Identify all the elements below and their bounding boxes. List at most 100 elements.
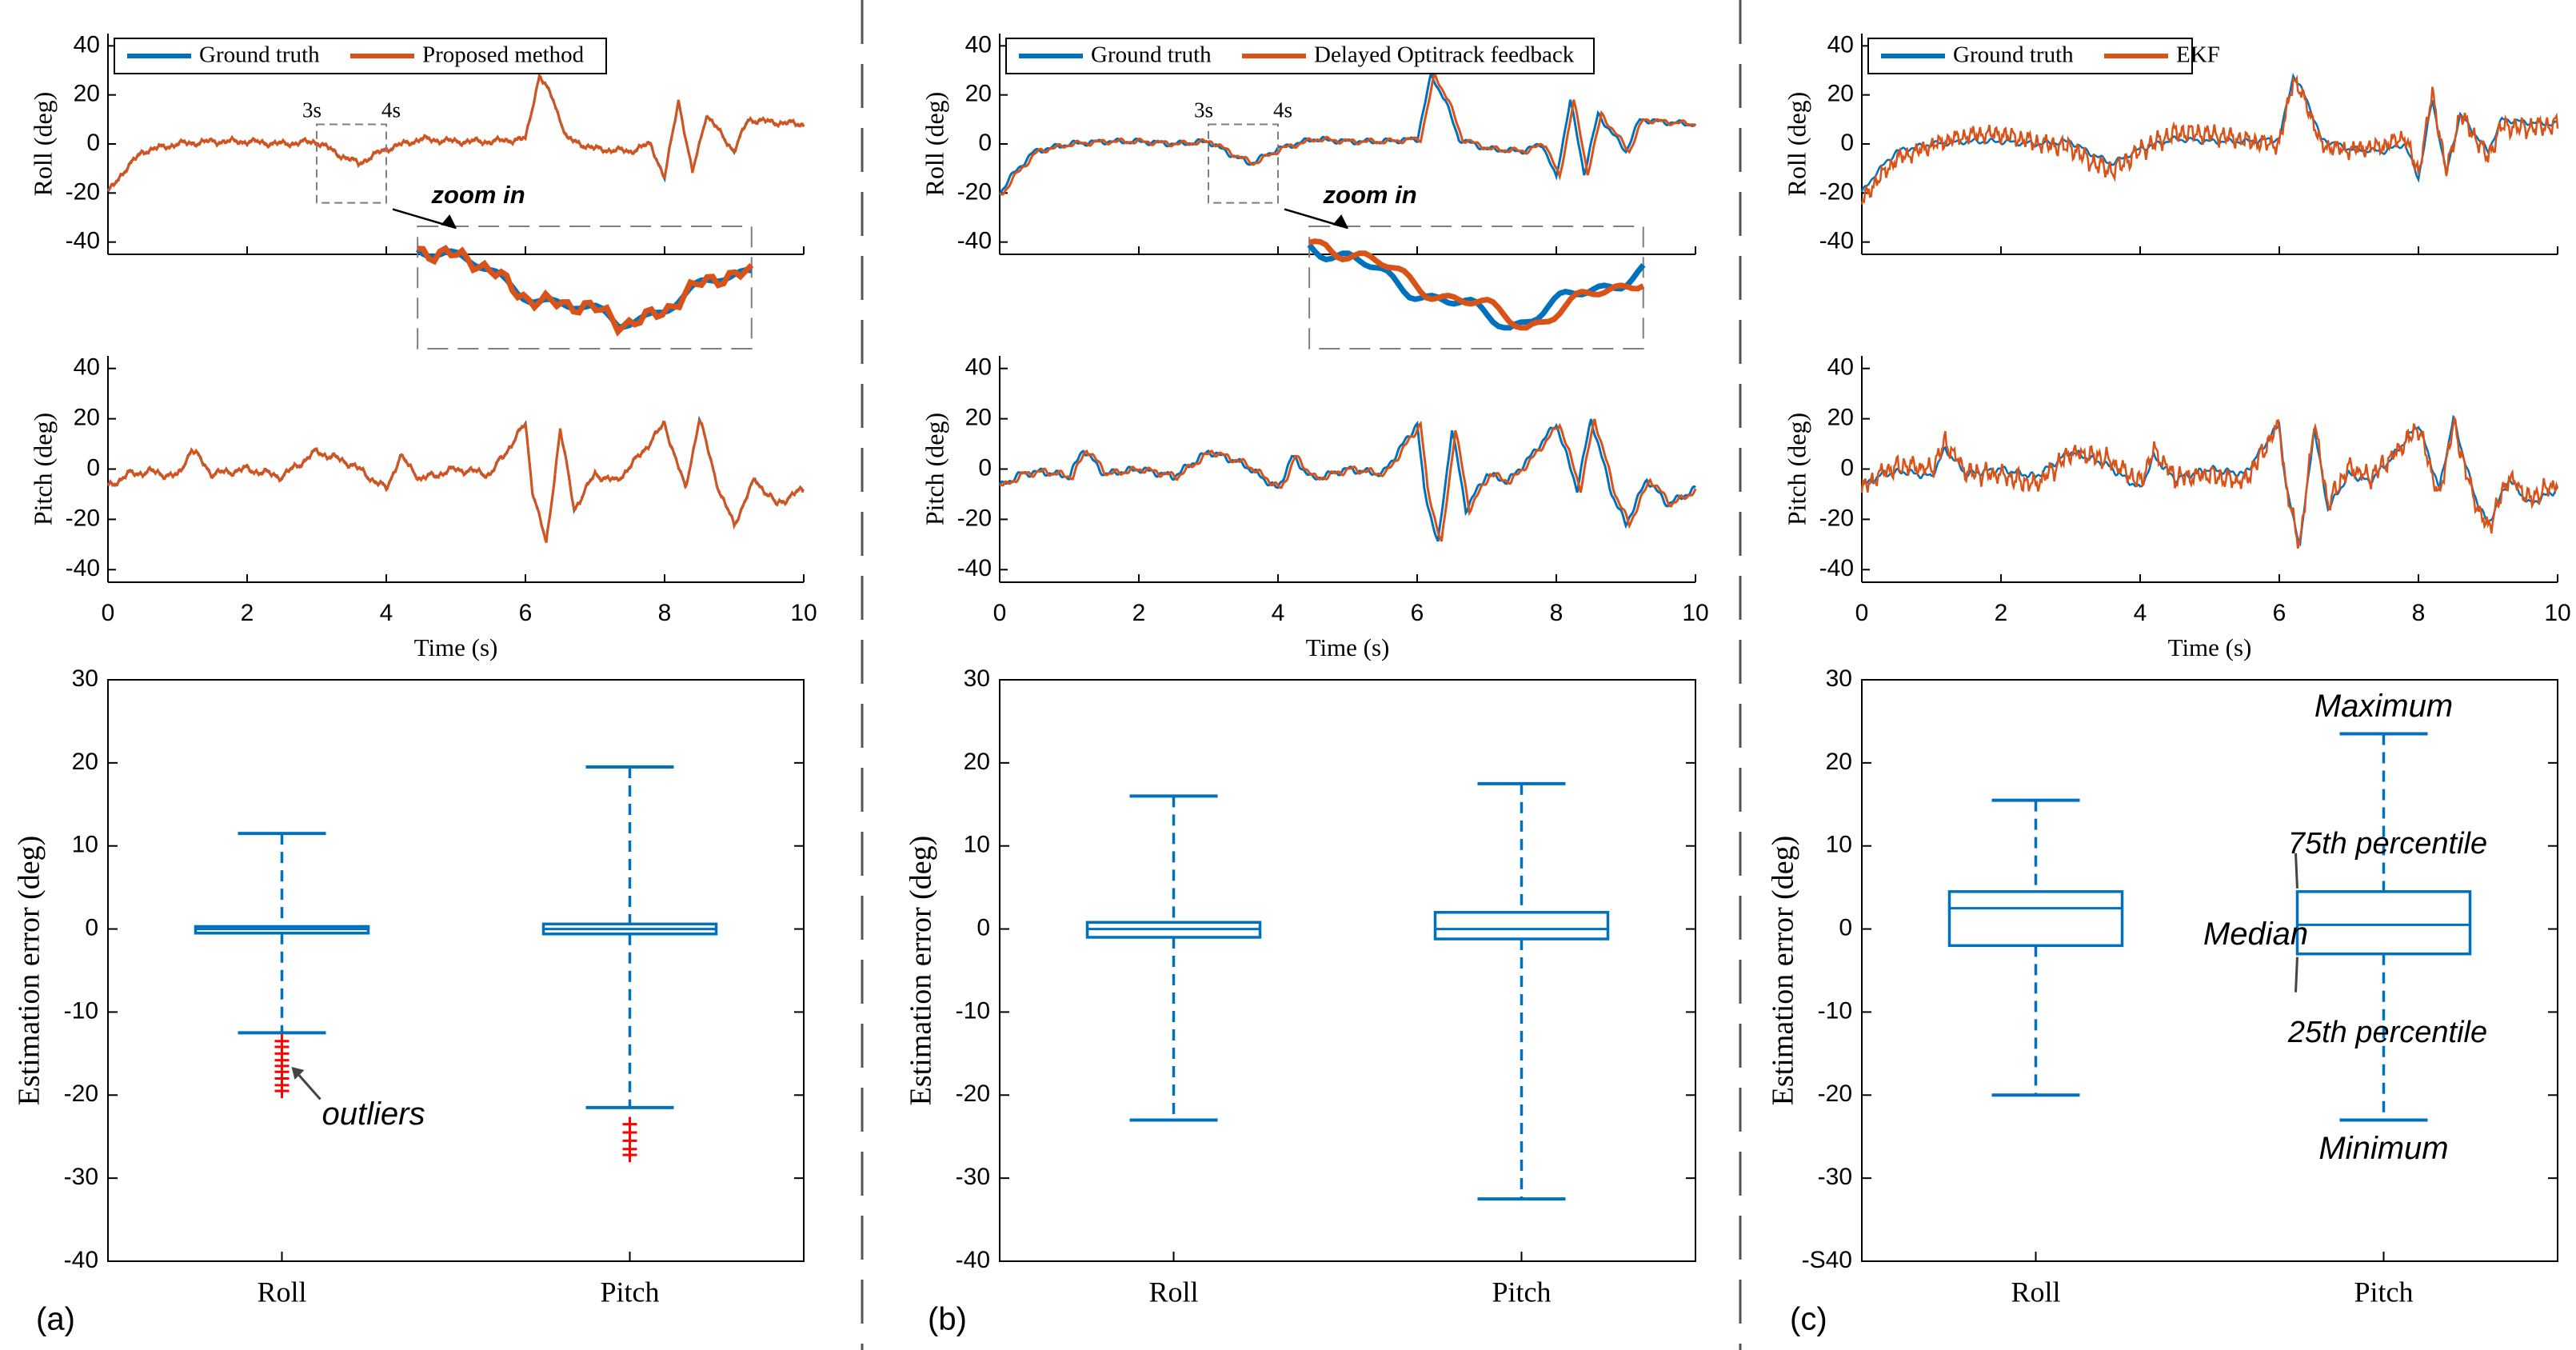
x-tick-label: Pitch xyxy=(2354,1276,2413,1308)
zoom-arrow-head xyxy=(441,214,457,229)
y-tick-label: 30 xyxy=(964,665,990,692)
x-tick-label: Pitch xyxy=(600,1276,659,1308)
y-tick-label: 20 xyxy=(1827,81,1854,107)
y-tick-label: 0 xyxy=(1839,914,1852,941)
zoom-label: zoom in xyxy=(1323,181,1417,209)
y-tick-label: 0 xyxy=(86,454,100,481)
y-tick-label: 40 xyxy=(74,31,100,58)
y-tick-label: 20 xyxy=(965,405,992,431)
zoom-source-box xyxy=(316,123,387,204)
annotation-arrow-q1 xyxy=(2294,957,2298,993)
zoom-inset-box xyxy=(417,226,753,349)
x-tick-label: 8 xyxy=(2412,600,2426,626)
y-tick-label: -20 xyxy=(1818,1080,1852,1107)
estimate-line xyxy=(107,74,805,192)
x-tick-label: 6 xyxy=(1411,600,1424,626)
y-tick-label: 0 xyxy=(86,130,100,156)
y-axis-label: Pitch (deg) xyxy=(1782,413,1811,525)
y-tick-label: 0 xyxy=(1840,130,1854,156)
y-tick-label: 30 xyxy=(1826,665,1852,692)
y-tick-label: 0 xyxy=(976,914,990,941)
ground-truth-line xyxy=(998,68,1697,195)
y-tick-label: 20 xyxy=(74,81,100,107)
legend-label-estimate: Proposed method xyxy=(422,42,585,68)
x-axis-label: Time (s) xyxy=(414,633,498,661)
y-tick-label: -40 xyxy=(64,1247,98,1273)
legend-label-ground-truth: Ground truth xyxy=(199,42,320,68)
y-axis-label: Roll (deg) xyxy=(920,92,949,197)
x-tick-label: 0 xyxy=(1855,600,1869,626)
y-tick-label: 20 xyxy=(1826,749,1852,775)
estimate-line xyxy=(1860,414,2559,549)
y-tick-label: 10 xyxy=(72,832,98,858)
zoom-estimate-line xyxy=(1308,238,1645,331)
y-tick-label: 40 xyxy=(1827,31,1854,58)
y-tick-label: -40 xyxy=(1819,228,1854,254)
bottom-ytick-label: -S40 xyxy=(1802,1247,1852,1273)
x-tick-label: 0 xyxy=(102,600,115,626)
y-tick-label: 20 xyxy=(74,405,100,431)
x-tick-label: 8 xyxy=(1550,600,1564,626)
y-tick-label: 20 xyxy=(964,749,990,775)
y-tick-label: 0 xyxy=(1840,454,1854,481)
zoom-source-box xyxy=(1208,123,1279,204)
annotation-25th-percentile: 25th percentile xyxy=(2287,1016,2487,1049)
outlier-marker xyxy=(274,1084,290,1099)
y-tick-label: 10 xyxy=(1826,832,1852,858)
y-tick-label: -40 xyxy=(66,555,100,581)
y-tick-label: -10 xyxy=(1818,997,1852,1024)
outliers-label: outliers xyxy=(322,1096,425,1132)
y-tick-label: -20 xyxy=(1819,505,1854,531)
estimate-line xyxy=(1000,68,1696,196)
y-axis-label: Estimation error (deg) xyxy=(13,836,46,1106)
y-tick-label: -20 xyxy=(956,1080,990,1107)
x-tick-label: Roll xyxy=(2011,1276,2060,1308)
y-tick-label: -30 xyxy=(1818,1164,1852,1190)
y-axis-label: Roll (deg) xyxy=(1782,92,1811,197)
outliers-arrow-head xyxy=(291,1066,305,1080)
x-tick-label: 4 xyxy=(380,600,393,626)
y-tick-label: -40 xyxy=(956,1247,990,1273)
y-axis-label: Estimation error (deg) xyxy=(1767,836,1800,1106)
y-tick-label: 40 xyxy=(965,354,992,381)
x-tick-label: 6 xyxy=(519,600,533,626)
y-tick-label: -20 xyxy=(957,178,992,205)
zoom-t0-label: 3s xyxy=(302,98,322,122)
y-tick-label: 40 xyxy=(74,354,100,381)
ground-truth-line xyxy=(106,72,805,193)
y-tick-label: -30 xyxy=(956,1164,990,1190)
x-tick-label: Roll xyxy=(1148,1276,1198,1308)
annotation-median: Median xyxy=(2203,917,2308,952)
y-tick-label: 40 xyxy=(1827,354,1854,381)
legend-label-estimate: EKF xyxy=(2176,42,2220,68)
x-tick-label: 4 xyxy=(1272,600,1285,626)
x-tick-label: 6 xyxy=(2273,600,2286,626)
panel-label: (b) xyxy=(928,1302,967,1337)
y-tick-label: -10 xyxy=(64,997,98,1024)
estimate-line xyxy=(1000,418,1697,542)
box-iqr xyxy=(1947,890,2124,948)
y-tick-label: -20 xyxy=(957,505,992,531)
box-plot-frame xyxy=(999,679,1696,1262)
x-tick-label: 2 xyxy=(1995,600,2008,626)
y-tick-label: 10 xyxy=(964,832,990,858)
y-tick-label: -40 xyxy=(66,228,100,254)
ground-truth-line xyxy=(106,415,805,542)
x-tick-label: 2 xyxy=(241,600,254,626)
y-tick-label: 0 xyxy=(978,130,992,156)
x-tick-label: 10 xyxy=(2544,600,2570,626)
y-axis-label: Pitch (deg) xyxy=(920,413,949,525)
y-axis-label: Estimation error (deg) xyxy=(905,836,938,1106)
y-tick-label: -20 xyxy=(66,505,100,531)
zoom-label: zoom in xyxy=(431,181,525,209)
legend-label-estimate: Delayed Optitrack feedback xyxy=(1314,42,1575,68)
x-tick-label: 0 xyxy=(993,600,1007,626)
y-tick-label: 30 xyxy=(72,665,98,692)
annotation-minimum: Minimum xyxy=(2318,1131,2448,1166)
zoom-t1-label: 4s xyxy=(1273,98,1292,122)
box-iqr xyxy=(1433,911,1610,941)
y-tick-label: 40 xyxy=(965,31,992,58)
box-plot-frame xyxy=(107,679,805,1262)
annotation-75th-percentile: 75th percentile xyxy=(2288,827,2487,861)
y-tick-label: -30 xyxy=(64,1164,98,1190)
